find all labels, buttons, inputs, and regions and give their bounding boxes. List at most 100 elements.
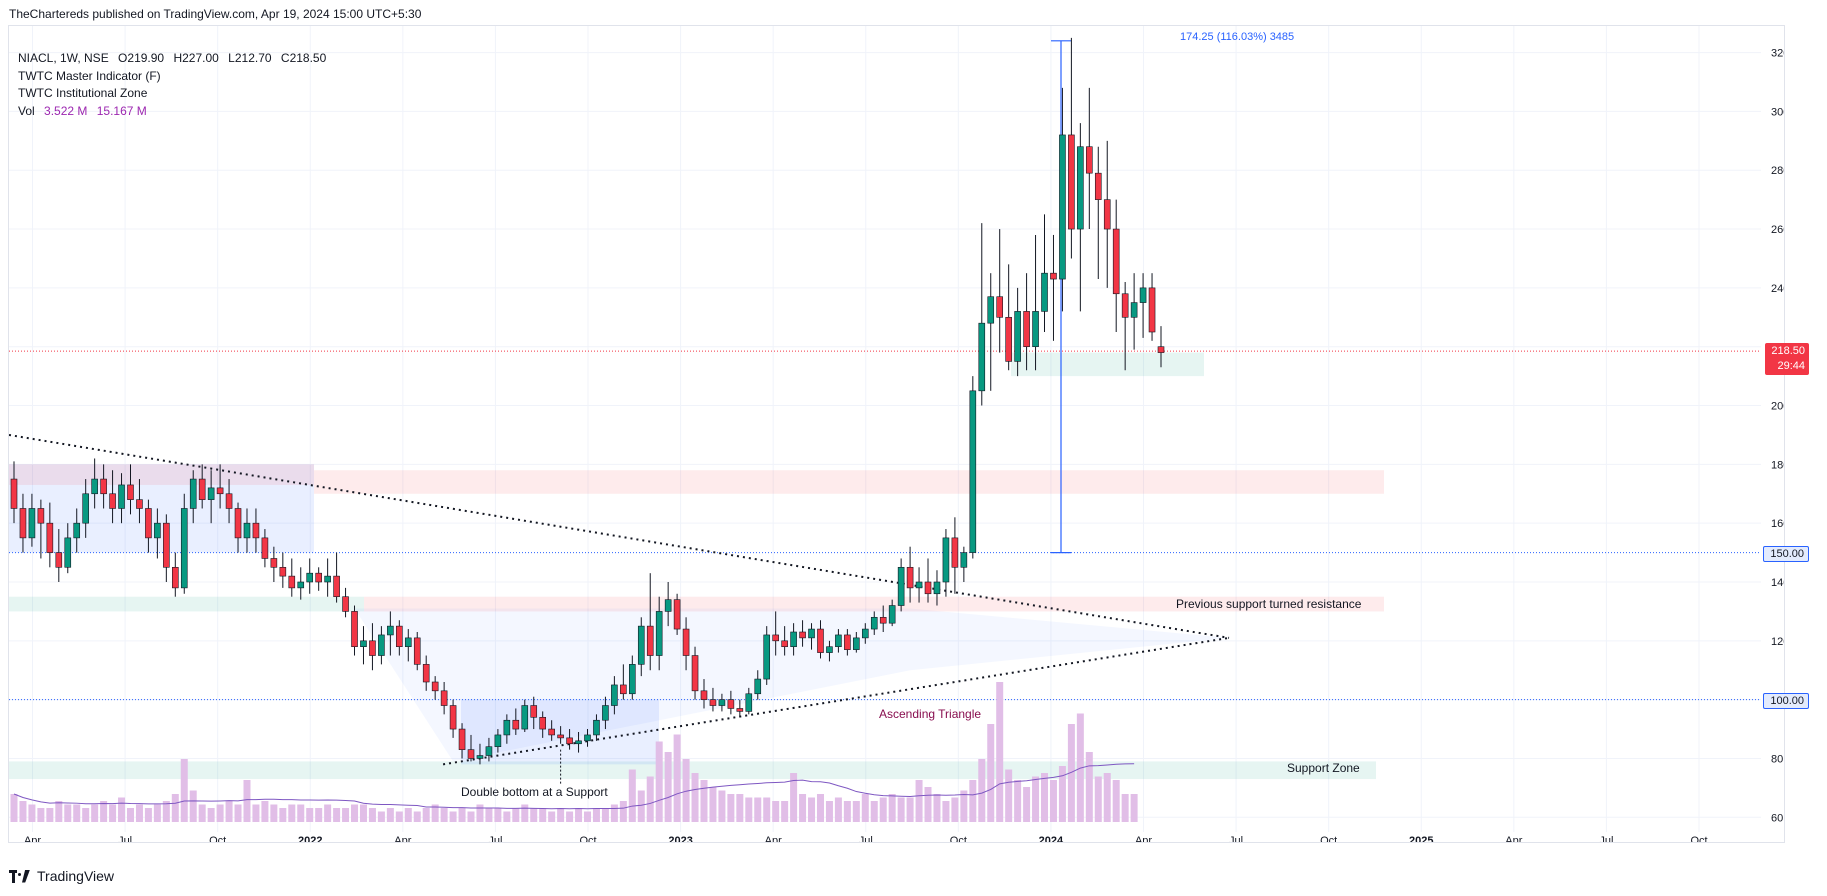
volume-bar <box>772 801 780 822</box>
volume-bar <box>1005 769 1013 822</box>
candle-body <box>404 637 412 648</box>
volume-bar <box>386 808 394 822</box>
candle-body <box>127 484 134 500</box>
candle-body <box>853 637 860 650</box>
volume-bar <box>691 773 699 822</box>
candle-body <box>19 508 27 539</box>
volume-bar <box>521 804 529 822</box>
volume-bar <box>1094 776 1102 822</box>
candle-body <box>360 640 367 648</box>
volume-bar <box>808 797 816 822</box>
volume-bar <box>700 780 708 822</box>
x-tick-label: Jul <box>488 835 502 842</box>
volume-bar <box>924 787 932 822</box>
resistance-zone-pink <box>314 470 1384 494</box>
volume-bar <box>592 808 600 822</box>
candle-body <box>781 640 788 648</box>
candle-body <box>431 681 439 692</box>
candle-body <box>924 581 932 595</box>
candle-body <box>234 508 242 539</box>
candle-body <box>46 522 54 553</box>
volume-bar <box>843 801 851 822</box>
candle-body <box>243 522 251 539</box>
volume-bar <box>198 804 206 822</box>
volume-bar <box>709 787 717 822</box>
high-label: H <box>173 51 183 65</box>
candle-body <box>817 628 824 653</box>
volume-bar <box>655 741 663 822</box>
candle-body <box>342 596 349 612</box>
indicator-institutional-zone[interactable]: TWTC Institutional Zone <box>18 86 148 100</box>
volume-bar <box>852 801 860 822</box>
volume-indicator-row[interactable]: Vol 3.522 M 15.167 M <box>18 103 332 121</box>
candlestick-chart[interactable]: 60.0080.00100.00120.00140.00160.00180.00… <box>9 26 1784 842</box>
candle-body <box>485 746 493 756</box>
ascending-triangle-annotation: Ascending Triangle <box>879 707 982 721</box>
x-tick-label: Oct <box>1320 835 1337 842</box>
candle-body <box>37 508 45 524</box>
volume-bar <box>987 724 995 822</box>
volume-bar <box>557 808 565 822</box>
volume-bar <box>315 808 323 822</box>
volume-bar <box>664 752 672 822</box>
candle-body <box>1139 287 1147 303</box>
volume-ma-value: 15.167 M <box>96 103 147 118</box>
candle-body <box>942 537 950 583</box>
candle-body <box>799 631 806 639</box>
candle-body <box>163 522 170 568</box>
candle-body <box>996 296 1004 318</box>
triangle-fill <box>354 608 1229 762</box>
x-tick-label: Jul <box>118 835 132 842</box>
volume-bar <box>368 808 376 822</box>
volume-bar <box>485 808 493 822</box>
candle-body <box>888 605 896 624</box>
volume-bar <box>404 808 412 822</box>
x-tick-label: Oct <box>209 835 226 842</box>
tradingview-logo-icon <box>9 869 31 883</box>
volume-bar <box>252 804 260 822</box>
volume-bar <box>512 808 520 822</box>
candle-body <box>879 616 887 624</box>
candle-body <box>252 522 260 539</box>
volume-bar <box>162 801 170 822</box>
candle-body <box>1086 146 1093 174</box>
volume-bar <box>225 801 233 822</box>
volume-bar <box>1014 780 1022 822</box>
candle-body <box>1077 146 1084 230</box>
ascending-trendline <box>442 636 1230 766</box>
open-value: 219.90 <box>127 51 165 65</box>
volume-bar <box>888 794 896 822</box>
candle-body <box>1068 134 1075 230</box>
support-zone-upper <box>9 596 364 612</box>
volume-bar <box>799 794 807 822</box>
candle-body <box>1112 228 1120 295</box>
tradingview-footer[interactable]: TradingView <box>9 868 114 884</box>
candle-body <box>109 493 116 509</box>
chart-frame[interactable]: 60.0080.00100.00120.00140.00160.00180.00… <box>8 25 1785 843</box>
symbol-label[interactable]: NIACL, 1W, NSE <box>18 51 109 65</box>
x-tick-label: Jul <box>1229 835 1243 842</box>
volume-bar <box>969 780 977 822</box>
level-150-tag: 150.00 <box>1763 546 1809 562</box>
candle-body <box>91 478 98 495</box>
candle-body <box>100 478 107 495</box>
volume-bar <box>960 790 968 822</box>
volume-bar <box>906 797 914 822</box>
candle-body <box>584 734 591 742</box>
volume-bar <box>449 811 457 822</box>
candle-body <box>566 737 573 745</box>
candle-body <box>861 628 869 639</box>
volume-bar <box>431 804 439 822</box>
support-zone-lower <box>9 761 1376 780</box>
volume-bar <box>816 794 824 822</box>
volume-bar <box>566 811 574 822</box>
volume-bar <box>377 811 385 822</box>
candle-body <box>593 719 600 736</box>
volume-bar <box>153 804 161 822</box>
indicator-master[interactable]: TWTC Master Indicator (F) <box>18 68 161 83</box>
candle-body <box>736 708 744 712</box>
candle-body <box>1005 316 1012 362</box>
volume-bar <box>727 794 735 822</box>
volume-bar <box>619 801 627 822</box>
candle-body <box>682 628 690 656</box>
